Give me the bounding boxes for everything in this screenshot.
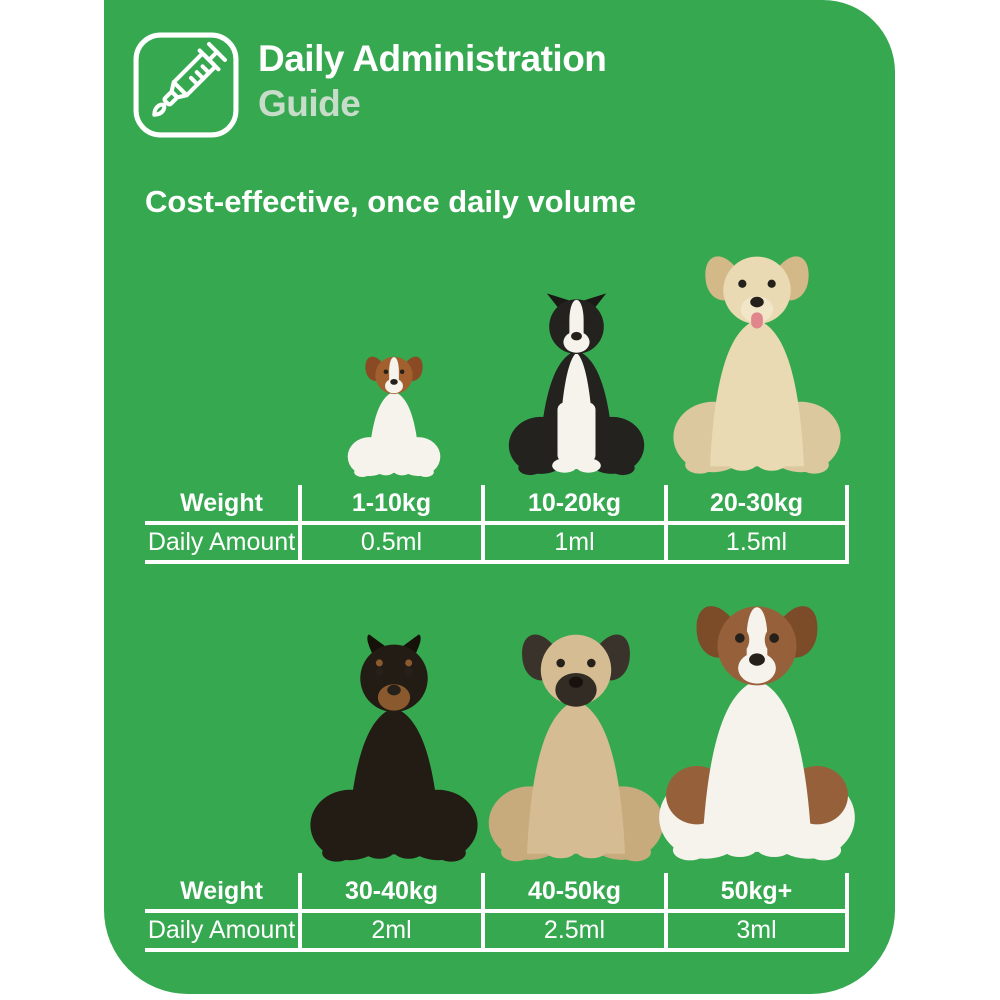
daily-amount-value: 1ml	[485, 525, 668, 560]
daily-amount-row-label: Daily Amount	[145, 913, 302, 948]
dose-table-small-dogs: Weight 1-10kg 10-20kg 20-30kg Daily Amou…	[145, 485, 849, 564]
daily-amount-row-label: Daily Amount	[145, 525, 302, 560]
daily-amount-value: 1.5ml	[668, 525, 849, 560]
weight-range: 1-10kg	[302, 485, 485, 525]
saint-bernard-image	[654, 594, 860, 869]
weight-range: 40-50kg	[485, 873, 668, 913]
border-collie-image	[505, 291, 648, 481]
guide-card: Daily Administration Guide Cost-effectiv…	[104, 0, 895, 994]
weight-range: 20-30kg	[668, 485, 849, 525]
english-mastiff-image	[484, 624, 668, 869]
jack-russell-terrier-image	[345, 351, 443, 481]
labrador-retriever-image	[669, 246, 845, 481]
weight-range: 30-40kg	[302, 873, 485, 913]
daily-amount-value: 0.5ml	[302, 525, 485, 560]
weight-range: 10-20kg	[485, 485, 668, 525]
page-title: Daily Administration	[258, 38, 607, 79]
daily-amount-value: 2.5ml	[485, 913, 668, 948]
weight-row-label: Weight	[145, 485, 302, 525]
doberman-image	[306, 634, 482, 869]
title-block: Daily Administration Guide	[258, 36, 607, 126]
daily-amount-value: 3ml	[668, 913, 849, 948]
weight-range: 50kg+	[668, 873, 849, 913]
syringe-icon	[133, 32, 239, 138]
daily-amount-value: 2ml	[302, 913, 485, 948]
dose-table-large-dogs: Weight 30-40kg 40-50kg 50kg+ Daily Amoun…	[145, 873, 849, 952]
weight-row-label: Weight	[145, 873, 302, 913]
subtitle: Cost-effective, once daily volume	[145, 184, 636, 219]
page-title-accent: Guide	[258, 83, 361, 124]
